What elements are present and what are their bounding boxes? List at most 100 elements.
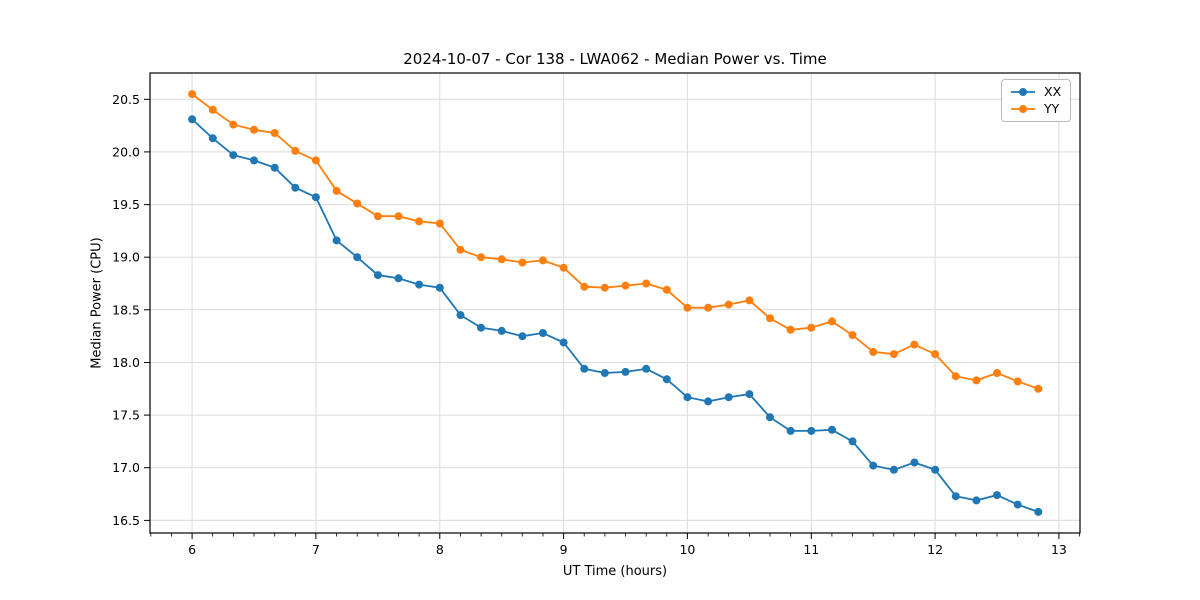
- data-point: [332, 236, 341, 245]
- data-point: [786, 325, 795, 334]
- data-point: [931, 465, 940, 474]
- x-tick-label: 7: [312, 542, 320, 557]
- data-point: [642, 364, 651, 373]
- data-point: [538, 256, 547, 265]
- data-point: [931, 350, 940, 359]
- data-point: [993, 491, 1001, 500]
- x-tick-label: 12: [927, 542, 943, 557]
- data-point: [311, 156, 320, 165]
- gridlines: [150, 73, 1080, 533]
- data-point: [497, 255, 506, 264]
- data-point: [394, 212, 403, 221]
- data-point: [415, 217, 424, 226]
- chart-title: 2024-10-07 - Cor 138 - LWA062 - Median P…: [403, 50, 827, 68]
- data-point: [250, 156, 258, 165]
- x-tick-label: 8: [436, 542, 444, 557]
- data-point: [766, 314, 774, 323]
- data-point: [848, 437, 857, 446]
- data-point: [394, 274, 403, 283]
- data-point: [786, 426, 795, 435]
- data-point: [600, 283, 609, 292]
- y-tick-label: 17.5: [112, 408, 140, 423]
- data-point: [745, 296, 754, 305]
- data-point: [704, 303, 713, 312]
- data-point: [600, 369, 609, 377]
- y-tick-label: 17.0: [112, 460, 140, 475]
- data-point: [621, 281, 630, 290]
- data-point: [621, 367, 630, 376]
- legend-item-yy: YY: [1009, 102, 1061, 116]
- series-xx: [188, 115, 1043, 516]
- data-point: [291, 146, 300, 155]
- data-point: [208, 105, 217, 114]
- data-point: [229, 151, 238, 160]
- data-point: [1013, 500, 1022, 509]
- data-point: [951, 492, 960, 501]
- legend-line-marker-icon: [1011, 88, 1035, 96]
- series-yy: [188, 90, 1043, 393]
- y-tick-label: 20.5: [112, 92, 140, 107]
- data-point: [497, 326, 506, 335]
- data-point: [270, 163, 279, 172]
- data-point: [270, 129, 279, 137]
- data-point: [477, 323, 485, 332]
- legend-item-xx: XX: [1009, 85, 1061, 99]
- data-point: [415, 280, 424, 289]
- data-point: [951, 372, 960, 381]
- data-point: [683, 303, 692, 312]
- data-point: [477, 253, 485, 262]
- data-point: [518, 332, 527, 341]
- data-point: [456, 245, 465, 254]
- x-major-ticks: 6 7 8 9 10 11 12 13: [188, 533, 1067, 557]
- x-tick-label: 6: [188, 542, 196, 557]
- legend-line-marker-icon: [1011, 105, 1035, 113]
- x-tick-label: 13: [1051, 542, 1067, 557]
- y-major-ticks: 16.5 17.0 17.5 18.0 18.5 19.0 19.5 20.0 20.5: [112, 92, 150, 528]
- data-point: [848, 331, 857, 340]
- x-axis-label: UT Time (hours): [562, 564, 668, 579]
- data-point: [828, 317, 836, 326]
- y-tick-label: 18.5: [112, 302, 140, 317]
- data-point: [580, 364, 589, 373]
- data-point: [869, 347, 878, 356]
- data-point: [580, 282, 589, 291]
- y-tick-label: 19.0: [112, 250, 140, 265]
- data-point: [518, 258, 527, 267]
- data-point: [662, 375, 671, 384]
- x-tick-label: 10: [679, 542, 695, 557]
- data-point: [353, 253, 362, 262]
- data-point: [889, 350, 898, 359]
- data-point: [250, 125, 258, 134]
- data-point: [766, 413, 774, 422]
- data-point: [662, 285, 671, 294]
- data-point: [807, 323, 816, 332]
- y-tick-label: 16.5: [112, 513, 140, 528]
- x-tick-label: 9: [560, 542, 568, 557]
- legend: XX YY: [1001, 79, 1072, 122]
- data-point: [910, 458, 919, 467]
- legend-label-yy: YY: [1044, 101, 1060, 116]
- data-point: [538, 329, 547, 337]
- data-point: [188, 115, 197, 124]
- data-point: [435, 283, 444, 292]
- data-point: [1034, 507, 1043, 516]
- x-tick-label: 11: [803, 542, 819, 557]
- data-point: [993, 369, 1001, 377]
- data-point: [642, 279, 651, 288]
- data-point: [229, 120, 238, 129]
- data-point: [724, 393, 733, 402]
- data-point: [724, 300, 733, 309]
- data-point: [869, 461, 878, 470]
- data-point: [435, 219, 444, 228]
- data-point: [353, 199, 362, 208]
- data-point: [910, 340, 919, 349]
- data-point: [807, 426, 816, 435]
- data-point: [291, 183, 300, 192]
- data-point: [456, 311, 465, 320]
- y-tick-label: 19.5: [112, 197, 140, 212]
- data-point: [373, 271, 382, 280]
- data-point: [559, 263, 568, 272]
- y-tick-label: 20.0: [112, 144, 140, 159]
